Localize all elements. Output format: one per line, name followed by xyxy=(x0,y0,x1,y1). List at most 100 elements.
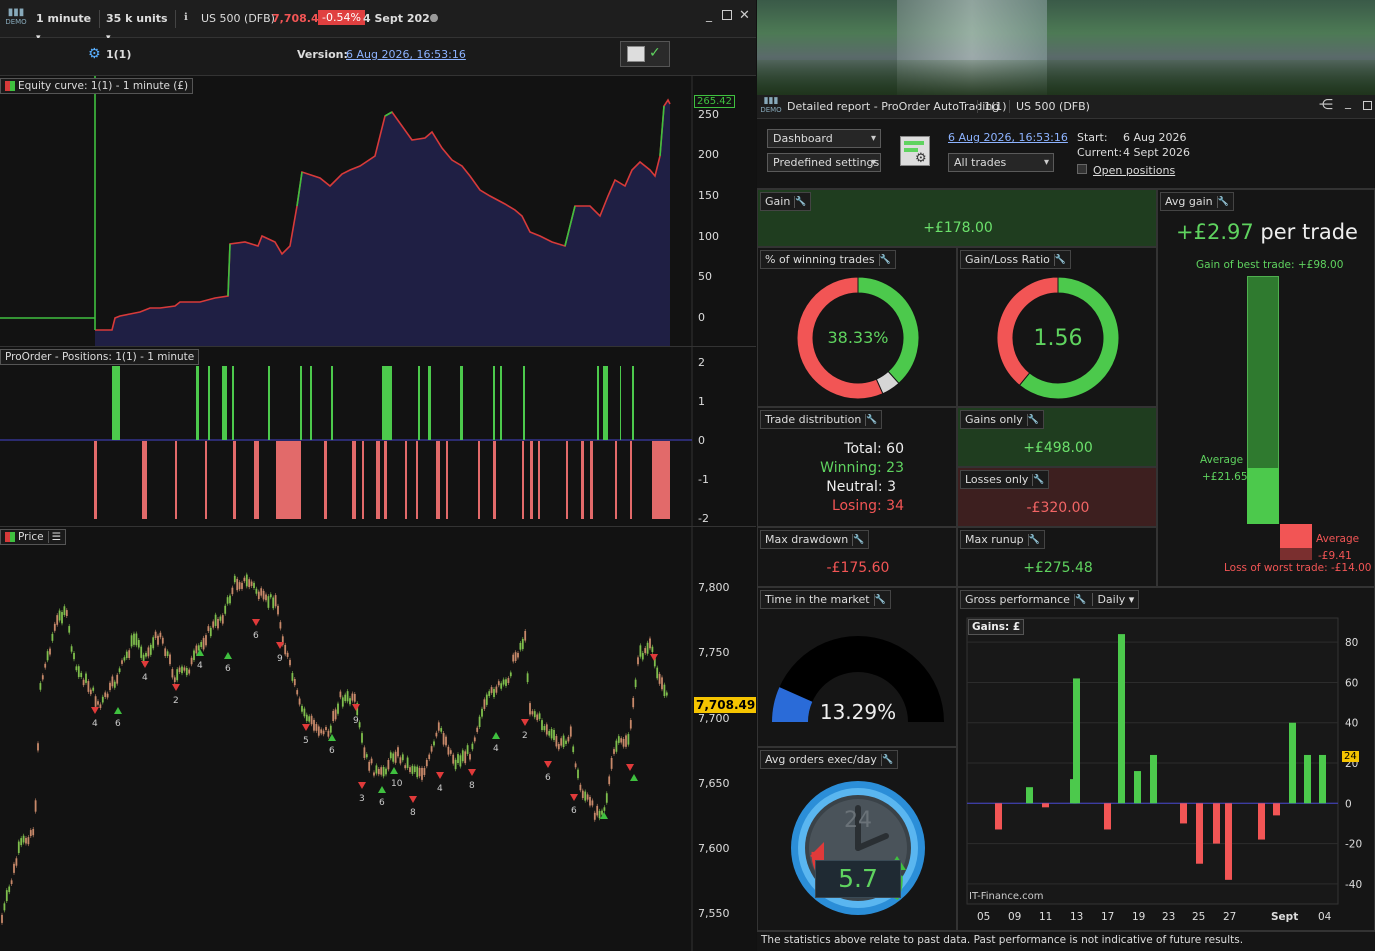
period-select[interactable]: Daily ▾ xyxy=(1092,593,1135,606)
version-label: Version: xyxy=(297,48,348,61)
wrench-icon[interactable]: 🔧 xyxy=(880,754,894,766)
candle xyxy=(34,800,37,812)
wrench-icon[interactable]: 🔧 xyxy=(873,594,886,606)
list-icon[interactable]: ☰ xyxy=(47,531,61,543)
buy-arrow-icon xyxy=(328,734,336,741)
wrench-icon[interactable]: 🔧 xyxy=(1027,534,1040,546)
candle xyxy=(485,694,488,705)
candle xyxy=(512,654,515,662)
wrench-icon[interactable]: 🔧 xyxy=(1026,414,1040,426)
candle xyxy=(209,627,212,637)
settings-select[interactable]: Predefined settings xyxy=(767,153,881,172)
sell-arrow-icon xyxy=(302,724,310,731)
equity-area xyxy=(95,100,670,346)
units-select[interactable]: 35 k units ▾ xyxy=(102,10,176,43)
info-icon[interactable]: ℹ xyxy=(184,12,188,23)
candle xyxy=(596,805,599,816)
wrench-icon[interactable]: 🔧 xyxy=(1053,254,1067,266)
short-position-bar xyxy=(254,441,259,519)
report-version-link[interactable]: 6 Aug 2026, 16:53:16 xyxy=(948,131,1068,144)
gain-loss-ratio-title[interactable]: Gain/Loss Ratio 🔧 xyxy=(960,250,1071,269)
candle xyxy=(99,704,102,709)
candle xyxy=(257,591,260,600)
candle xyxy=(157,635,159,645)
instrument-price: 7,708.49 xyxy=(272,12,327,25)
candle xyxy=(32,829,35,836)
wrench-icon[interactable]: 🔧 xyxy=(1216,196,1229,208)
candle xyxy=(233,575,236,583)
candle xyxy=(519,642,522,650)
trade-distribution-title[interactable]: Trade distribution 🔧 xyxy=(760,410,883,429)
maximize-icon[interactable] xyxy=(722,10,732,20)
candle xyxy=(548,730,551,736)
gross-performance-title[interactable]: Gross performance 🔧 Daily ▾ xyxy=(960,590,1140,609)
version-link[interactable]: 6 Aug 2026, 16:53:16 xyxy=(346,48,466,61)
candle xyxy=(651,646,654,653)
losses-only-title[interactable]: Losses only 🔧 xyxy=(960,470,1050,489)
avg-gain-headline: +£2.97 per trade xyxy=(1158,220,1375,244)
candle xyxy=(133,633,135,645)
trades-select[interactable]: All trades xyxy=(948,153,1054,172)
maximize-icon[interactable] xyxy=(1363,101,1372,110)
trade-marker-label: 8 xyxy=(469,781,475,791)
candle xyxy=(332,710,335,722)
long-position-bar xyxy=(268,366,270,440)
candle xyxy=(82,679,85,686)
equity-tick: 100 xyxy=(698,230,719,243)
candle xyxy=(483,699,486,709)
system-name[interactable]: 1(1) xyxy=(106,48,132,61)
distribution-winning: Winning: 23 xyxy=(820,460,904,476)
report-settings-icon[interactable]: ⚙ xyxy=(900,136,930,166)
max-drawdown-tile: Max drawdown 🔧 -£175.60 xyxy=(757,527,957,587)
loss-bar xyxy=(1104,803,1111,830)
wrench-icon[interactable]: 🔧 xyxy=(1073,594,1087,606)
share-icon[interactable]: ⋲ xyxy=(1319,97,1333,113)
candle xyxy=(423,768,426,775)
short-position-bar xyxy=(352,441,356,519)
wrench-icon[interactable]: 🔧 xyxy=(865,414,878,426)
candle xyxy=(85,673,87,683)
x-tick-label: Sept xyxy=(1271,911,1298,923)
gains-slice xyxy=(1018,276,1120,400)
candle xyxy=(380,767,383,775)
candle xyxy=(447,746,450,755)
long-position-bar xyxy=(632,366,634,440)
candle xyxy=(159,632,162,638)
candle xyxy=(75,666,78,671)
candle xyxy=(327,730,330,737)
loss-bar xyxy=(995,803,1002,830)
close-icon[interactable]: ✕ xyxy=(739,8,750,23)
price-pane-label[interactable]: Price ☰ xyxy=(0,529,67,545)
candle xyxy=(605,793,608,803)
open-positions-checkbox[interactable] xyxy=(1077,164,1087,174)
winning-pct-tile: % of winning trades 🔧 38.33% xyxy=(757,247,957,407)
wrench-icon[interactable]: 🔧 xyxy=(878,254,891,266)
candle xyxy=(37,743,39,751)
minimize-icon[interactable]: _ xyxy=(1345,95,1351,109)
report-button[interactable]: ✓ xyxy=(620,41,670,67)
equity-pane-label[interactable]: Equity curve: 1(1) - 1 minute (£) xyxy=(0,78,194,94)
open-positions-label[interactable]: Open positions xyxy=(1093,164,1176,177)
candle xyxy=(413,766,416,773)
winning-pct-title[interactable]: % of winning trades 🔧 xyxy=(760,250,896,269)
candle xyxy=(445,736,447,746)
view-select[interactable]: Dashboard xyxy=(767,129,881,148)
long-position-bar xyxy=(112,366,120,440)
time-in-market-title[interactable]: Time in the market 🔧 xyxy=(760,590,891,609)
wrench-icon[interactable]: 🔧 xyxy=(794,196,807,208)
candle xyxy=(217,618,219,629)
gauge-fill xyxy=(772,687,813,722)
max-runup-title[interactable]: Max runup 🔧 xyxy=(960,530,1045,549)
positions-tick: -1 xyxy=(698,473,709,486)
avg-gain-title[interactable]: Avg gain 🔧 xyxy=(1160,192,1234,211)
wrench-icon[interactable]: 🔧 xyxy=(852,534,865,546)
gain-title[interactable]: Gain 🔧 xyxy=(760,192,812,211)
max-drawdown-title[interactable]: Max drawdown 🔧 xyxy=(760,530,870,549)
timeframe-select[interactable]: 1 minute ▾ xyxy=(30,10,100,43)
avg-orders-title[interactable]: Avg orders exec/day 🔧 xyxy=(760,750,898,769)
positions-pane-label[interactable]: ProOrder - Positions: 1(1) - 1 minute xyxy=(0,349,200,365)
wrench-icon[interactable]: 🔧 xyxy=(1032,474,1045,486)
gains-only-title[interactable]: Gains only 🔧 xyxy=(960,410,1044,429)
candle xyxy=(301,705,303,712)
minimize-icon[interactable]: _ xyxy=(706,8,712,22)
